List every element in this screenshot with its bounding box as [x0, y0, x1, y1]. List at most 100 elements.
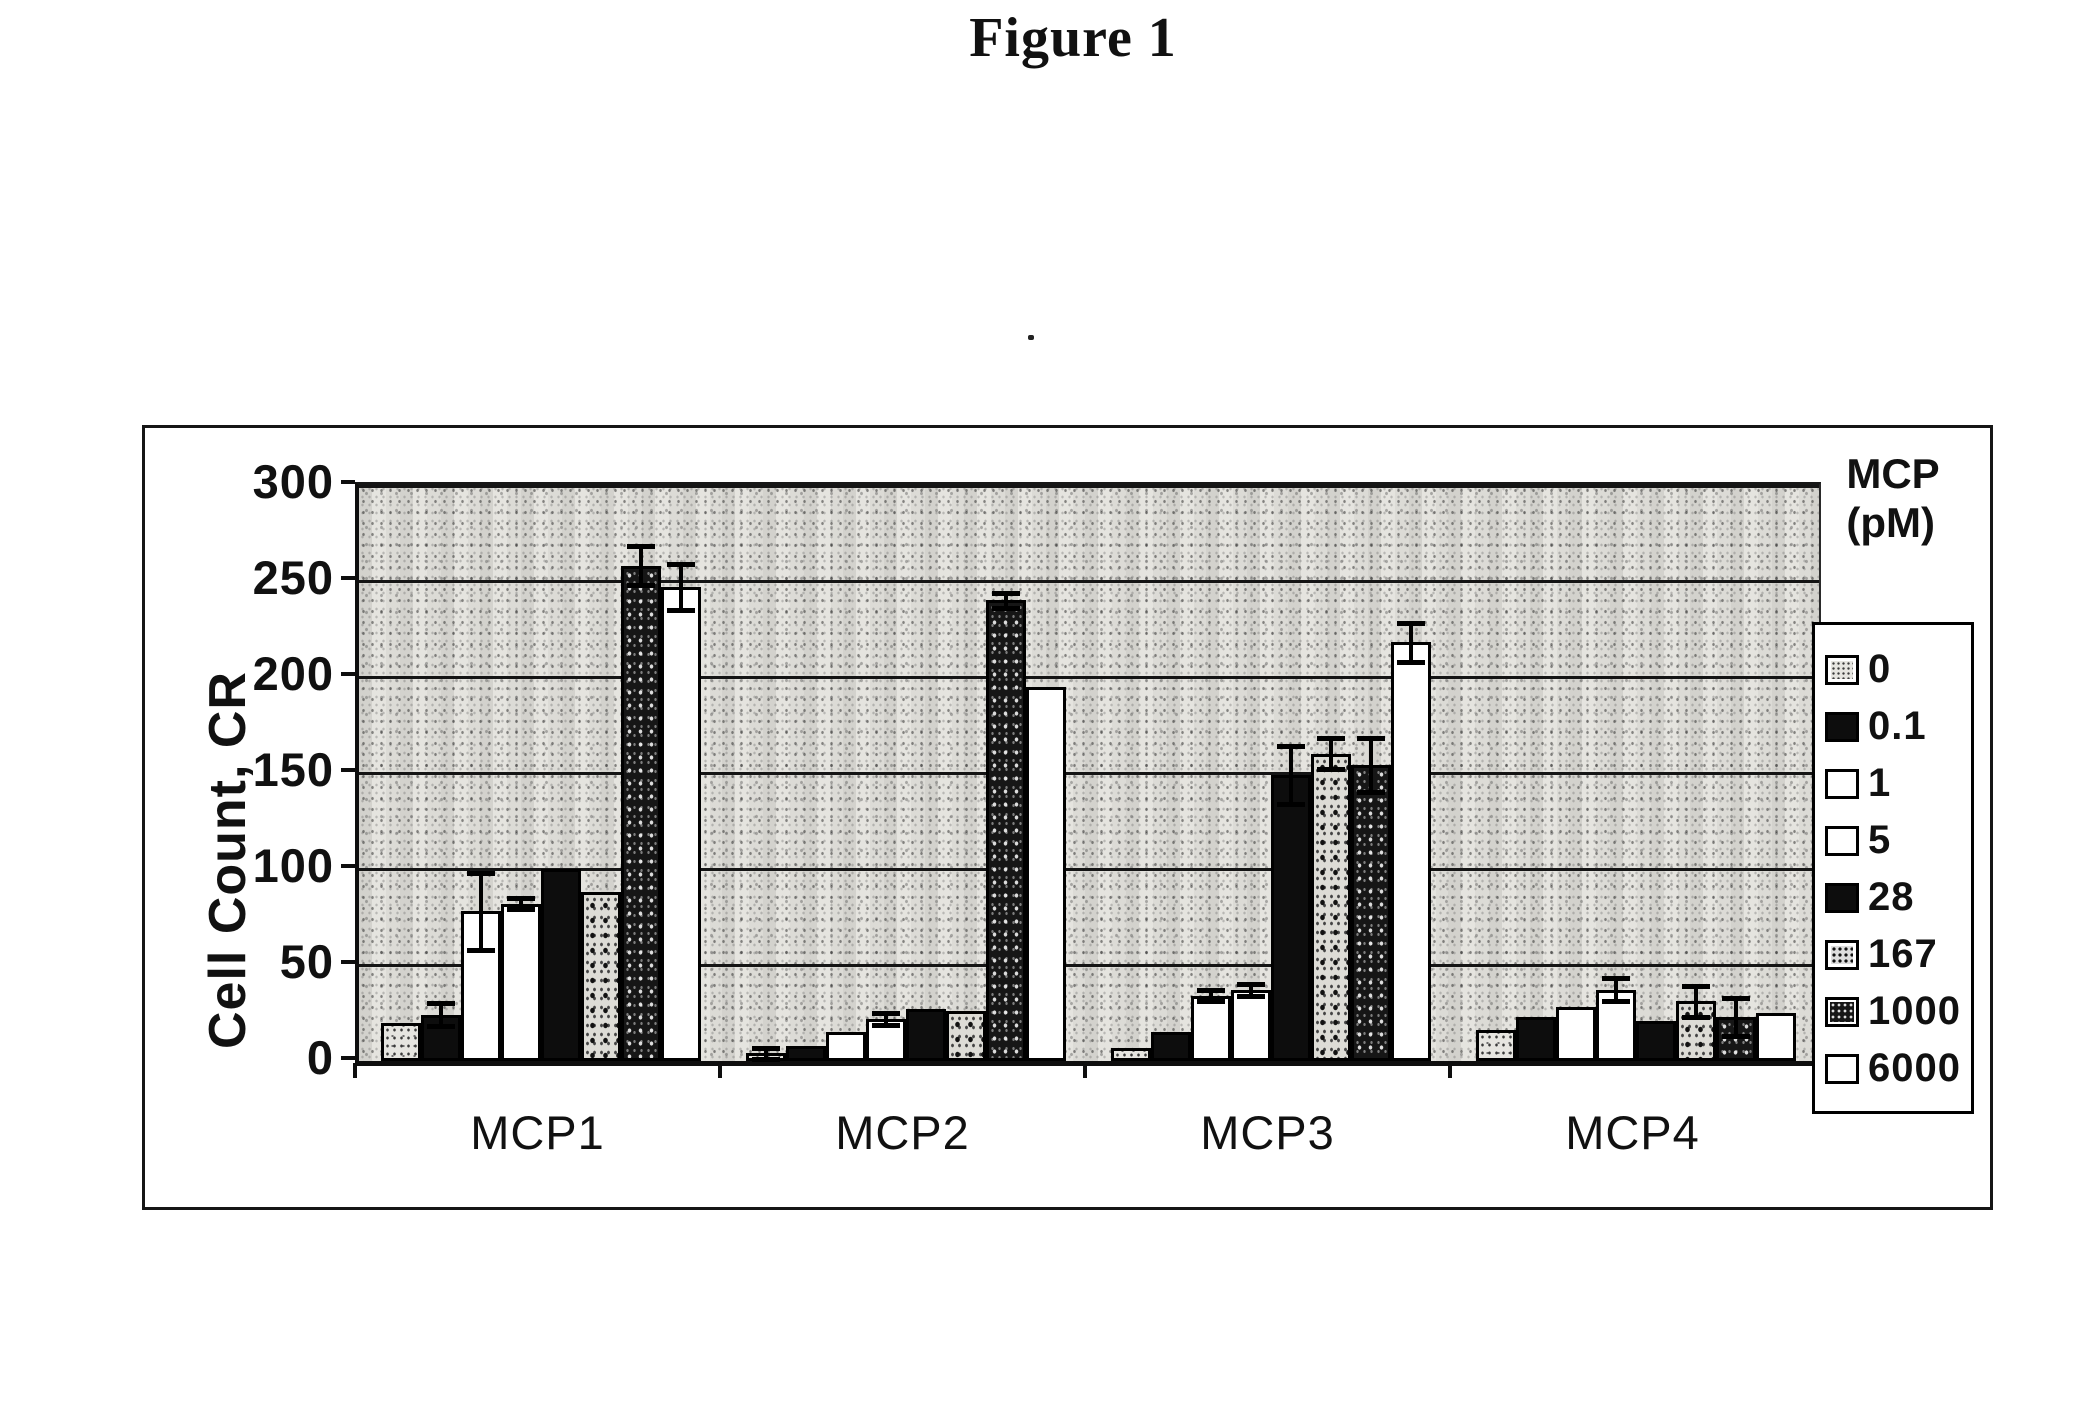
legend-label: 0 — [1868, 647, 1892, 691]
y-tick-label-250: 250 — [252, 551, 334, 604]
y-tick-mark — [341, 672, 355, 676]
error-bar-cap — [872, 1011, 900, 1016]
error-bar-MCP1-5pM — [519, 897, 523, 910]
legend-label: 6000 — [1868, 1046, 1961, 1090]
legend-swatch-speckle-light-icon — [1825, 654, 1859, 685]
y-tick-label-300: 300 — [252, 455, 334, 508]
error-bar-cap — [1357, 736, 1385, 742]
legend-title-line2: (pM) — [1846, 498, 1935, 546]
error-bar-cap — [467, 870, 495, 876]
legend-label: 167 — [1868, 932, 1938, 976]
error-bar-cap — [1397, 659, 1425, 665]
error-bar-cap — [1682, 1014, 1710, 1020]
legend-label: 0.1 — [1868, 704, 1927, 748]
x-tick-mark — [718, 1063, 722, 1078]
legend-item-1000pM: 1000 — [1825, 983, 1971, 1040]
bar-MCP1-6000pM — [661, 586, 701, 1061]
error-bar-cap — [1357, 790, 1385, 796]
error-bar-cap — [992, 590, 1020, 596]
legend-label: 28 — [1868, 875, 1915, 919]
error-bar-cap — [992, 605, 1020, 611]
bar-MCP3-167pM — [1311, 753, 1351, 1061]
error-bar-MCP3-1000pM — [1369, 738, 1373, 793]
error-bar-MCP3-6000pM — [1409, 623, 1413, 662]
error-bar-cap — [507, 895, 535, 901]
error-bar-MCP2-1000pM — [1004, 592, 1008, 608]
bar-MCP4-0pM — [1476, 1030, 1516, 1061]
scan-artifact-dot — [1028, 335, 1034, 340]
x-category-label-MCP1: MCP1 — [470, 1106, 605, 1159]
bar-MCP3-6000pM — [1391, 642, 1431, 1061]
error-bar-cap — [1682, 984, 1710, 990]
error-bar-MCP3-1pM — [1209, 989, 1213, 1002]
bar-MCP1-1000pM — [621, 565, 661, 1061]
error-bar-cap — [1317, 736, 1345, 742]
x-category-label-MCP2: MCP2 — [835, 1106, 970, 1159]
bar-MCP3-5pM — [1231, 989, 1271, 1061]
gridline-100 — [359, 868, 1819, 871]
bar-MCP3-0.1pM — [1151, 1032, 1191, 1061]
bar-MCP2-28pM — [906, 1009, 946, 1061]
y-tick-mark — [341, 864, 355, 868]
gridline-200 — [359, 676, 1819, 679]
error-bar-cap — [1602, 976, 1630, 982]
y-tick-mark — [341, 1056, 355, 1060]
legend-swatch-white-icon — [1825, 825, 1859, 856]
gridline-300 — [359, 485, 1819, 488]
legend-swatch-white-icon — [1825, 768, 1859, 799]
legend-swatch-solid-black-icon — [1825, 882, 1859, 913]
error-bar-cap — [1237, 993, 1265, 999]
x-category-label-MCP4: MCP4 — [1565, 1106, 1700, 1159]
bar-MCP4-28pM — [1636, 1020, 1676, 1061]
bar-MCP4-6000pM — [1756, 1013, 1796, 1061]
error-bar-MCP4-5pM — [1614, 978, 1618, 1002]
y-tick-mark — [341, 480, 355, 484]
error-bar-MCP1-1pM — [479, 872, 483, 950]
error-bar-MCP4-167pM — [1694, 986, 1698, 1017]
error-bar-cap — [627, 582, 655, 588]
error-bar-MCP3-5pM — [1249, 984, 1253, 996]
legend-swatch-solid-black-icon — [1825, 711, 1859, 742]
error-bar-cap — [467, 947, 495, 953]
bar-MCP2-1000pM — [986, 600, 1026, 1061]
y-tick-mark — [341, 960, 355, 964]
bar-MCP2-167pM — [946, 1011, 986, 1061]
legend: 0 0.1 1 5 28 167 1000 6000 — [1812, 622, 1974, 1114]
legend-swatch-white-icon — [1825, 1053, 1859, 1084]
error-bar-cap — [1397, 621, 1425, 627]
legend-item-167pM: 167 — [1825, 926, 1971, 983]
legend-item-0pM: 0 — [1825, 641, 1971, 698]
legend-item-6000pM: 6000 — [1825, 1040, 1971, 1097]
error-bar-MCP1-1000pM — [639, 546, 643, 585]
legend-swatch-speckle-dark-icon — [1825, 996, 1859, 1027]
bar-MCP1-28pM — [541, 869, 581, 1061]
error-bar-MCP1-6000pM — [679, 563, 683, 610]
error-bar-cap — [1237, 982, 1265, 988]
error-bar-cap — [1197, 999, 1225, 1005]
error-bar-cap — [1197, 987, 1225, 993]
y-tick-label-150: 150 — [252, 743, 334, 796]
error-bar-cap — [427, 1024, 455, 1030]
error-bar-cap — [1317, 767, 1345, 773]
bar-MCP3-1pM — [1191, 995, 1231, 1061]
error-bar-MCP2-5pM — [884, 1013, 888, 1025]
bar-MCP3-28pM — [1271, 774, 1311, 1061]
error-bar-MCP3-167pM — [1329, 738, 1333, 770]
error-bar-cap — [1722, 995, 1750, 1001]
legend-item-1pM: 1 — [1825, 755, 1971, 812]
error-bar-cap — [667, 561, 695, 567]
error-bar-MCP2-0pM — [764, 1047, 768, 1060]
x-tick-mark — [353, 1063, 357, 1078]
y-tick-label-50: 50 — [279, 935, 334, 988]
error-bar-cap — [752, 1045, 780, 1051]
gridline-250 — [359, 580, 1819, 583]
error-bar-cap — [1277, 744, 1305, 750]
bar-MCP3-1000pM — [1351, 765, 1391, 1061]
plot-area — [355, 482, 1821, 1066]
bar-MCP2-6000pM — [1026, 686, 1066, 1061]
error-bar-MCP1-0.1pM — [439, 1003, 443, 1027]
legend-swatch-speckle-mid-icon — [1825, 939, 1859, 970]
bar-MCP2-0.1pM — [786, 1045, 826, 1061]
error-bar-cap — [872, 1022, 900, 1028]
